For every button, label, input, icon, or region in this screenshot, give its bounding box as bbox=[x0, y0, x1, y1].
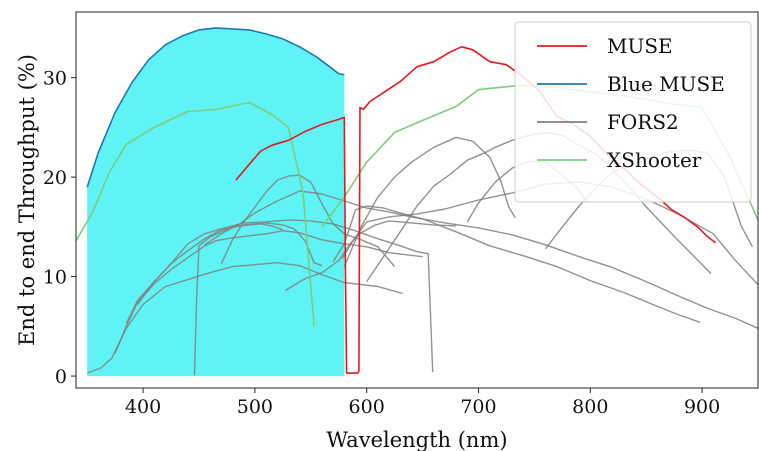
blue-muse-series-line-1 bbox=[86, 27, 345, 188]
fors2-series-line-13 bbox=[284, 220, 457, 292]
x-tick-label: 900 bbox=[684, 396, 720, 418]
y-tick-label: 30 bbox=[43, 68, 67, 90]
fors2-series-line-7 bbox=[204, 190, 758, 329]
y-tick-label: 0 bbox=[55, 366, 67, 388]
legend: MUSE Blue MUSE FORS2 XShooter bbox=[514, 21, 752, 203]
x-tick-label: 600 bbox=[349, 396, 385, 418]
fors2-series-line-11 bbox=[343, 136, 516, 267]
y-tick-label: 10 bbox=[43, 267, 67, 289]
fors2-series-line-8 bbox=[332, 205, 701, 323]
x-tick-label: 700 bbox=[460, 396, 496, 418]
fors2-series-line-5 bbox=[193, 223, 284, 376]
legend-box bbox=[514, 21, 752, 203]
y-tick-label: 20 bbox=[43, 167, 67, 189]
legend-label: MUSE bbox=[607, 34, 673, 58]
blue-muse-fill-layer bbox=[87, 27, 345, 377]
x-tick-label: 500 bbox=[237, 396, 273, 418]
legend-label: FORS2 bbox=[607, 110, 679, 134]
legend-label: Blue MUSE bbox=[607, 72, 725, 96]
legend-label: XShooter bbox=[607, 148, 702, 172]
ticks-layer: 400 500 600 700 800 900 0 10 20 30 bbox=[43, 68, 720, 418]
fors2-series-line-3 bbox=[114, 230, 423, 354]
x-tick-label: 800 bbox=[572, 396, 608, 418]
x-axis-label: Wavelength (nm) bbox=[326, 428, 507, 451]
y-axis-label: End to end Throughput (%) bbox=[15, 54, 39, 346]
x-tick-label: 400 bbox=[125, 396, 161, 418]
blue-muse-fill-area bbox=[87, 27, 345, 377]
plot-frame bbox=[75, 11, 759, 389]
